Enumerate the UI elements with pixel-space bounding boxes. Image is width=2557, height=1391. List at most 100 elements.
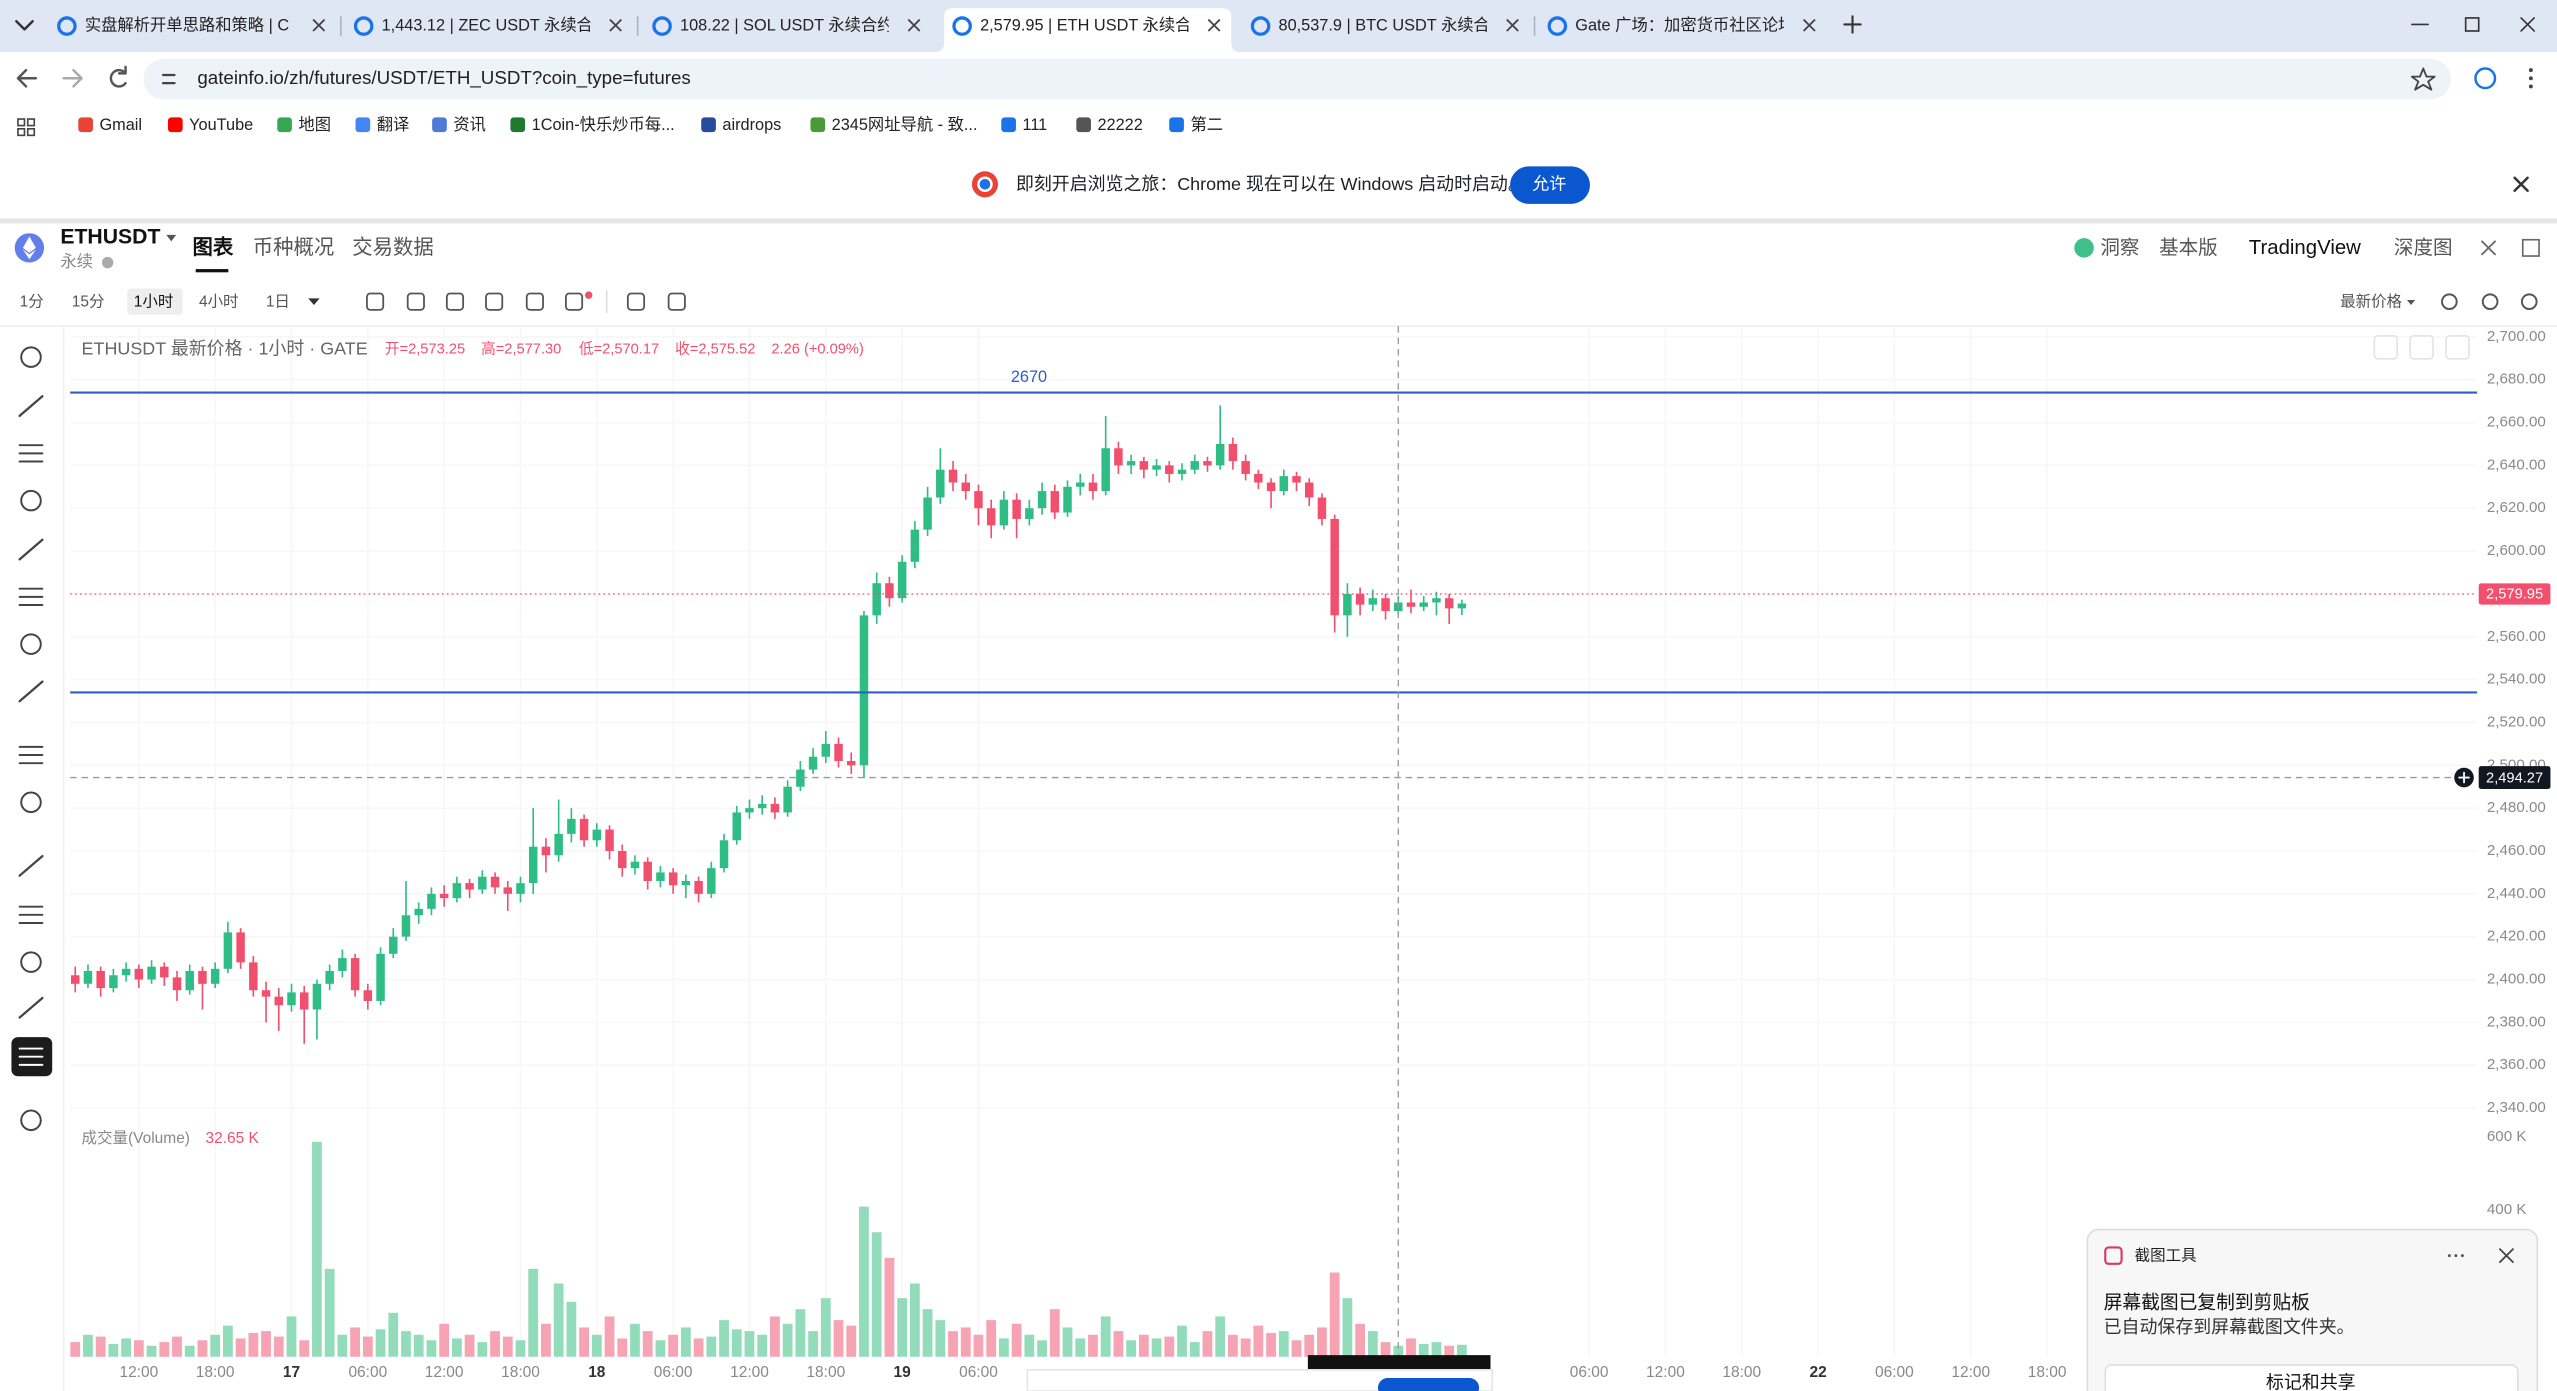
apps-icon[interactable]	[26, 128, 36, 137]
tool-icon[interactable]	[20, 951, 42, 973]
apps-icon[interactable]	[17, 118, 26, 127]
price-source-caret[interactable]	[2406, 300, 2416, 305]
view-option[interactable]: 深度图	[2394, 237, 2453, 259]
tab-search[interactable]	[15, 19, 34, 31]
tool-icon[interactable]	[20, 346, 42, 368]
forward[interactable]	[62, 68, 83, 88]
bookmark[interactable]: 第二	[1190, 116, 1223, 134]
bookmark[interactable]: airdrops	[722, 116, 781, 134]
tool-icon[interactable]	[18, 395, 44, 417]
tab-title[interactable]: Gate 广场：加密货币社区论坛	[1575, 16, 1794, 34]
tool-icon[interactable]	[18, 1047, 44, 1066]
tool-icon[interactable]	[18, 680, 44, 703]
bookmark[interactable]: 22222	[1097, 116, 1142, 134]
chart-control[interactable]	[2409, 335, 2434, 360]
tab-close[interactable]	[312, 18, 326, 32]
omnibox[interactable]	[143, 58, 2451, 100]
view-tab[interactable]: 交易数据	[352, 236, 434, 259]
bookmark[interactable]: 2345网址导航 - 致...	[832, 116, 978, 134]
tool-icon[interactable]	[18, 587, 44, 606]
apps-icon[interactable]	[26, 118, 36, 127]
toolbar-icon[interactable]	[366, 292, 385, 311]
tool-icon[interactable]	[18, 905, 44, 924]
interval[interactable]: 4小时	[199, 293, 239, 311]
tab-title[interactable]: 80,537.9 | BTC USDT 永续合约	[1279, 16, 1507, 34]
apps-icon[interactable]	[17, 128, 26, 137]
back[interactable]	[16, 68, 38, 88]
bookmark[interactable]: YouTube	[189, 116, 253, 134]
tool-icon[interactable]	[18, 538, 44, 561]
interval-caret[interactable]	[308, 298, 320, 305]
tool-icon[interactable]	[18, 854, 44, 877]
toolbar-icon[interactable]	[564, 292, 584, 311]
toolbar-icon[interactable]	[2441, 293, 2458, 310]
close-window[interactable]	[2520, 17, 2535, 32]
tab-close[interactable]	[1506, 18, 1519, 32]
toolbar-icon[interactable]	[2481, 293, 2499, 310]
toolbar-icon[interactable]	[445, 292, 465, 311]
bookmark[interactable]: Gmail	[99, 116, 142, 134]
tab-close[interactable]	[907, 18, 921, 32]
toolbar-icon[interactable]	[2520, 293, 2538, 310]
add-alert-plus[interactable]	[2458, 771, 2470, 784]
bookmark-star[interactable]	[2410, 67, 2436, 91]
view-option[interactable]: TradingView	[2249, 237, 2361, 259]
menu-dot[interactable]	[2528, 84, 2533, 89]
interval[interactable]: 1日	[266, 294, 290, 311]
symbol[interactable]: ETHUSDT	[60, 226, 160, 249]
menu-dot[interactable]	[2528, 68, 2533, 73]
tool-icon[interactable]	[20, 791, 42, 814]
bookmark[interactable]: 资讯	[453, 116, 486, 134]
tab-title[interactable]: 实盘解析开单思路和策略 | C	[85, 15, 290, 34]
view-tab[interactable]: 图表	[192, 235, 233, 259]
menu-dot[interactable]	[2528, 76, 2533, 81]
interval[interactable]: 1分	[20, 293, 44, 311]
tab-close[interactable]	[1207, 18, 1221, 32]
tab-close[interactable]	[1802, 18, 1816, 32]
tab-title[interactable]: 2,579.95 | ETH USDT 永续合约	[980, 16, 1208, 34]
view-tab[interactable]: 币种概况	[253, 236, 335, 259]
snip-close[interactable]	[2499, 1248, 2514, 1264]
interval[interactable]: 1小时	[134, 293, 174, 311]
bookmark[interactable]: 翻译	[377, 116, 410, 134]
tool-icon[interactable]	[20, 489, 42, 512]
tab-close[interactable]	[609, 18, 622, 32]
tool-icon[interactable]	[20, 633, 42, 655]
toolbar-icon[interactable]	[406, 292, 425, 311]
price-source[interactable]: 最新价格	[2340, 293, 2402, 311]
snip-button-label[interactable]: 标记和共享	[2266, 1372, 2356, 1391]
profile[interactable]	[2474, 67, 2497, 90]
snip-menu-dot[interactable]	[2454, 1254, 2458, 1258]
allow-button[interactable]	[1510, 166, 1590, 204]
restore[interactable]	[2464, 17, 2480, 32]
snip-menu-dot[interactable]	[2447, 1254, 2451, 1258]
bookmark[interactable]: 地图	[298, 116, 331, 134]
snip-menu-dot[interactable]	[2460, 1254, 2464, 1258]
new-tab[interactable]	[1843, 15, 1862, 34]
tool-icon[interactable]	[18, 996, 44, 1019]
tool-icon[interactable]	[20, 1109, 42, 1132]
toolbar-icon[interactable]	[626, 292, 646, 311]
tab-title[interactable]: 108.22 | SOL USDT 永续合约 |	[680, 16, 902, 34]
interval[interactable]: 15分	[72, 293, 105, 311]
chart-control[interactable]	[2445, 335, 2470, 360]
tool-icon[interactable]	[18, 444, 44, 463]
site-info[interactable]	[161, 73, 176, 85]
bookmark[interactable]: 111	[1022, 116, 1047, 134]
collapse[interactable]	[2481, 240, 2496, 256]
snip-button[interactable]	[2104, 1364, 2519, 1391]
allow-label[interactable]: 允许	[1532, 175, 1566, 194]
chart-control[interactable]	[2373, 335, 2398, 360]
banner-close[interactable]	[2513, 176, 2529, 193]
bookmark[interactable]: 1Coin-快乐炒币每...	[532, 116, 675, 134]
fullscreen[interactable]	[2521, 238, 2540, 257]
toolbar-icon[interactable]	[525, 292, 544, 311]
tool-icon[interactable]	[18, 745, 44, 765]
view-option[interactable]: 基本版	[2159, 237, 2218, 259]
toolbar-icon[interactable]	[667, 292, 686, 311]
toolbar-icon[interactable]	[485, 292, 504, 311]
view-option[interactable]: 洞察	[2100, 237, 2139, 259]
symbol-caret[interactable]	[166, 234, 177, 242]
reload[interactable]	[109, 65, 127, 88]
tab-title[interactable]: 1,443.12 | ZEC USDT 永续合约	[382, 16, 610, 34]
